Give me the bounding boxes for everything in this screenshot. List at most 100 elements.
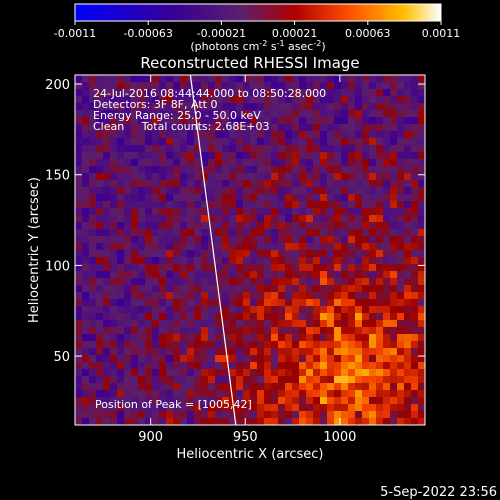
- heatmap-cell: [96, 264, 104, 272]
- heatmap-cell: [173, 313, 181, 321]
- heatmap-cell: [180, 264, 188, 272]
- heatmap-cell: [397, 334, 405, 342]
- heatmap-cell: [173, 348, 181, 356]
- heatmap-cell: [271, 278, 279, 286]
- heatmap-cell: [376, 397, 384, 405]
- heatmap-cell: [306, 264, 314, 272]
- heatmap-cell: [271, 320, 279, 328]
- heatmap-cell: [208, 355, 216, 363]
- heatmap-cell: [89, 257, 97, 265]
- heatmap-cell: [411, 404, 419, 412]
- heatmap-cell: [145, 201, 153, 209]
- heatmap-cell: [96, 138, 104, 146]
- heatmap-cell: [334, 397, 342, 405]
- heatmap-cell: [320, 257, 328, 265]
- heatmap-cell: [243, 75, 251, 83]
- heatmap-cell: [236, 327, 244, 335]
- heatmap-cell: [75, 89, 83, 97]
- heatmap-cell: [110, 299, 118, 307]
- heatmap-cell: [138, 278, 146, 286]
- heatmap-cell: [383, 306, 391, 314]
- heatmap-cell: [418, 355, 426, 363]
- heatmap-cell: [222, 89, 230, 97]
- heatmap-cell: [278, 383, 286, 391]
- heatmap-cell: [145, 89, 153, 97]
- heatmap-cell: [243, 348, 251, 356]
- heatmap-cell: [145, 96, 153, 104]
- heatmap-cell: [355, 131, 363, 139]
- heatmap-cell: [292, 320, 300, 328]
- heatmap-cell: [145, 306, 153, 314]
- heatmap-cell: [383, 327, 391, 335]
- heatmap-cell: [355, 418, 363, 426]
- heatmap-cell: [215, 229, 223, 237]
- heatmap-cell: [131, 383, 139, 391]
- heatmap-cell: [110, 404, 118, 412]
- heatmap-cell: [383, 180, 391, 188]
- heatmap-cell: [229, 89, 237, 97]
- heatmap-cell: [285, 131, 293, 139]
- heatmap-cell: [145, 327, 153, 335]
- heatmap-cell: [131, 376, 139, 384]
- heatmap-cell: [124, 152, 132, 160]
- heatmap-cell: [89, 243, 97, 251]
- heatmap-cell: [222, 411, 230, 419]
- heatmap-cell: [285, 292, 293, 300]
- heatmap-cell: [306, 208, 314, 216]
- heatmap-cell: [285, 362, 293, 370]
- footer-timestamp: 5-Sep-2022 23:56: [380, 485, 497, 500]
- heatmap-cell: [369, 362, 377, 370]
- heatmap-cell: [124, 355, 132, 363]
- heatmap-cell: [180, 418, 188, 426]
- heatmap-cell: [103, 404, 111, 412]
- heatmap-cell: [208, 257, 216, 265]
- heatmap-cell: [75, 271, 83, 279]
- heatmap-cell: [96, 215, 104, 223]
- heatmap-cell: [320, 243, 328, 251]
- heatmap-cell: [229, 285, 237, 293]
- heatmap-cell: [285, 110, 293, 118]
- heatmap-cell: [257, 173, 265, 181]
- heatmap-cell: [404, 82, 412, 90]
- heatmap-cell: [355, 348, 363, 356]
- heatmap-cell: [271, 145, 279, 153]
- heatmap-cell: [278, 124, 286, 132]
- heatmap-cell: [152, 138, 160, 146]
- heatmap-cell: [250, 313, 258, 321]
- heatmap-cell: [383, 187, 391, 195]
- heatmap-cell: [82, 75, 90, 83]
- heatmap-cell: [264, 271, 272, 279]
- heatmap-cell: [173, 103, 181, 111]
- heatmap-cell: [166, 292, 174, 300]
- heatmap-cell: [264, 299, 272, 307]
- heatmap-cell: [320, 411, 328, 419]
- colorbar-tick-label: 0.0011: [422, 27, 461, 40]
- heatmap-cell: [166, 75, 174, 83]
- heatmap-cell: [243, 159, 251, 167]
- heatmap-cell: [299, 348, 307, 356]
- heatmap-cell: [75, 418, 83, 426]
- heatmap-cell: [166, 166, 174, 174]
- heatmap-cell: [159, 257, 167, 265]
- heatmap-cell: [89, 355, 97, 363]
- heatmap-cell: [334, 418, 342, 426]
- heatmap-cell: [418, 327, 426, 335]
- x-tick-label: 950: [233, 430, 258, 445]
- heatmap-cell: [278, 110, 286, 118]
- heatmap-cell: [222, 376, 230, 384]
- heatmap-cell: [215, 369, 223, 377]
- heatmap-cell: [376, 334, 384, 342]
- heatmap-cell: [236, 376, 244, 384]
- heatmap-cell: [124, 75, 132, 83]
- heatmap-cell: [124, 306, 132, 314]
- heatmap-cell: [264, 257, 272, 265]
- heatmap-cell: [341, 222, 349, 230]
- heatmap-cell: [229, 411, 237, 419]
- heatmap-cell: [397, 250, 405, 258]
- heatmap-cell: [138, 89, 146, 97]
- heatmap-cell: [278, 341, 286, 349]
- heatmap-cell: [320, 313, 328, 321]
- heatmap-cell: [285, 166, 293, 174]
- heatmap-cell: [117, 82, 125, 90]
- heatmap-cell: [397, 236, 405, 244]
